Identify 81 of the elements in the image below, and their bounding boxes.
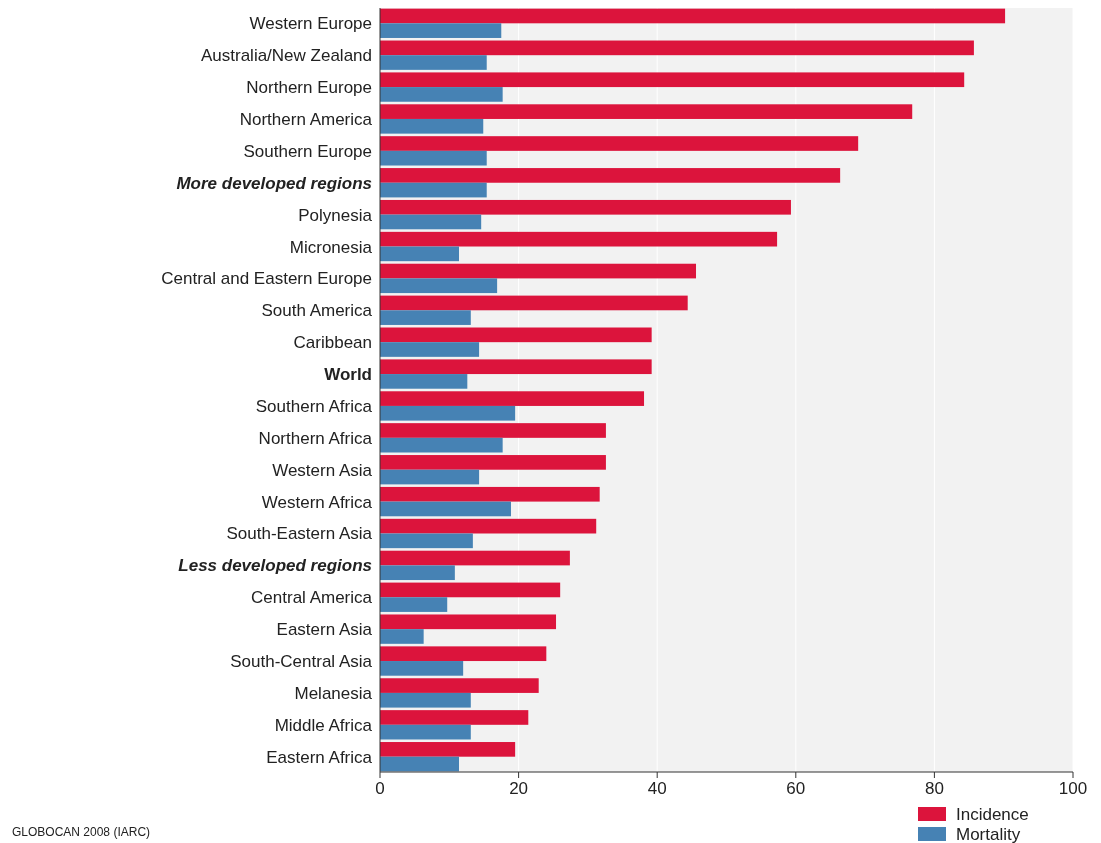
y-tick-label: Northern Europe — [246, 78, 372, 98]
bar — [380, 724, 471, 740]
x-tick-label: 0 — [375, 779, 385, 798]
bar — [380, 423, 606, 438]
bar — [380, 391, 645, 406]
bar — [380, 55, 487, 70]
bar — [380, 742, 516, 757]
bar — [380, 582, 561, 598]
bar — [380, 550, 570, 566]
y-tick-label: Melanesia — [294, 683, 373, 703]
bar — [380, 104, 913, 119]
bar — [380, 295, 688, 311]
bar — [380, 359, 652, 375]
bar — [380, 246, 459, 262]
y-tick-label: Western Africa — [261, 492, 373, 512]
bar — [380, 136, 859, 151]
bar — [380, 469, 480, 485]
bar — [380, 23, 502, 38]
y-tick-label: Polynesia — [298, 205, 373, 225]
x-tick-label: 80 — [924, 779, 944, 798]
y-tick-label: More developed regions — [176, 173, 372, 193]
bar — [380, 710, 529, 725]
y-tick-label: Western Asia — [272, 460, 373, 480]
y-tick-label: World — [324, 365, 372, 385]
y-tick-label: Australia/New Zealand — [200, 46, 372, 66]
bar — [380, 597, 448, 612]
bar — [380, 756, 459, 772]
bar — [380, 614, 557, 630]
y-tick-label: Northern America — [239, 109, 373, 129]
y-tick-label: Central and Eastern Europe — [161, 269, 372, 289]
bar — [380, 72, 965, 88]
bar — [380, 437, 503, 453]
bar — [380, 374, 468, 389]
y-tick-label: Less developed regions — [178, 556, 372, 576]
x-tick-label: 20 — [509, 779, 529, 798]
bar — [380, 182, 487, 198]
y-tick-label: Eastern Asia — [276, 620, 373, 640]
y-tick-label: Caribbean — [293, 333, 372, 353]
bar — [380, 405, 516, 421]
legend-label: Mortality — [956, 825, 1021, 843]
bar — [380, 518, 597, 534]
bar — [380, 661, 464, 676]
legend-label: Incidence — [956, 805, 1029, 824]
y-tick-label: South-Central Asia — [230, 652, 373, 672]
bar — [380, 501, 511, 517]
x-tick-label: 40 — [647, 779, 667, 798]
y-tick-label: Central America — [251, 588, 373, 608]
y-tick-label: South America — [261, 301, 373, 321]
bar — [380, 168, 841, 183]
y-tick-label: Middle Africa — [274, 715, 373, 735]
bar — [380, 565, 455, 581]
y-tick-label: Micronesia — [289, 237, 373, 257]
bar — [380, 629, 424, 644]
bar — [380, 455, 606, 470]
y-tick-label: Northern Africa — [258, 428, 373, 448]
bar — [380, 8, 1006, 24]
bar — [380, 692, 471, 708]
y-tick-label: Southern Africa — [255, 396, 373, 416]
text: GLOBOCAN 2008 (IARC) — [12, 825, 151, 839]
bar — [380, 533, 473, 549]
bar — [380, 87, 503, 102]
bar — [380, 327, 652, 343]
bar — [380, 231, 778, 247]
bar — [380, 646, 547, 662]
bar — [380, 150, 487, 166]
bar — [380, 278, 498, 294]
y-tick-label: South-Eastern Asia — [226, 524, 373, 544]
x-tick-label: 60 — [786, 779, 806, 798]
bar — [380, 342, 480, 357]
bar — [380, 263, 697, 279]
y-tick-label: Western Europe — [249, 14, 372, 34]
bar — [380, 310, 471, 325]
y-tick-label: Eastern Africa — [266, 747, 373, 767]
bar — [380, 678, 539, 693]
bar — [380, 214, 482, 230]
x-tick-label: 100 — [1058, 779, 1088, 798]
bar — [380, 199, 791, 215]
bar — [380, 486, 600, 502]
bar — [380, 118, 484, 134]
bar — [380, 40, 974, 56]
y-tick-label: Southern Europe — [243, 141, 372, 161]
